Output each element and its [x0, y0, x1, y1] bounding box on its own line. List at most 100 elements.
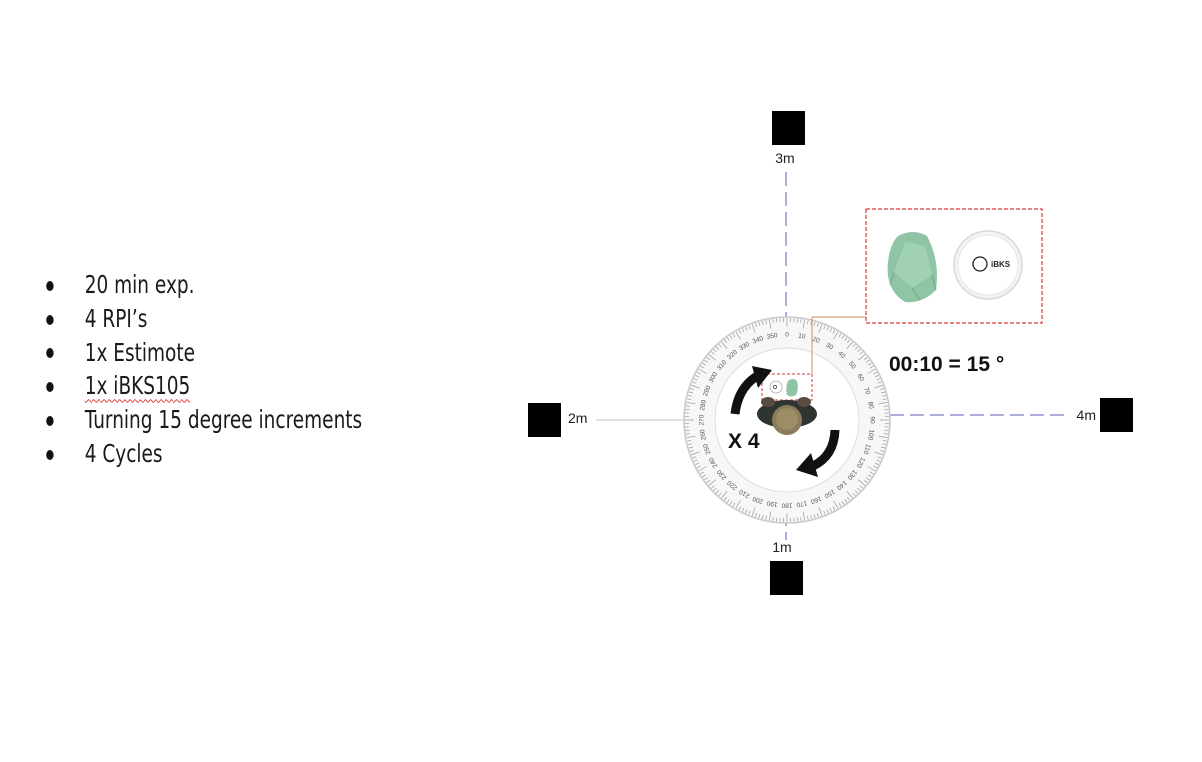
protractor-tick	[706, 480, 710, 484]
ibks-logo-text: iBKS	[991, 260, 1011, 269]
protractor-tick	[829, 507, 833, 512]
protractor-tick	[877, 381, 882, 384]
protractor-tick	[772, 318, 774, 324]
protractor-tick	[704, 359, 708, 363]
protractor-tick	[816, 513, 819, 518]
protractor-tick	[710, 351, 715, 355]
protractor-tick-label: 0	[785, 332, 789, 339]
protractor-tick	[768, 319, 772, 329]
protractor-tick	[772, 516, 774, 522]
protractor-tick-label: 240	[708, 456, 720, 469]
protractor-tick	[823, 510, 826, 515]
protractor-tick	[833, 500, 839, 509]
protractor-tick	[693, 459, 698, 462]
protractor-tick	[838, 502, 842, 507]
protractor-tick	[874, 374, 879, 378]
protractor-tick	[816, 322, 819, 327]
protractor-tick	[723, 339, 727, 343]
protractor-tick-label: 120	[854, 456, 866, 469]
protractor-tick	[761, 515, 764, 520]
protractor-tick	[738, 329, 742, 334]
bullet-item: 1x Estimote	[44, 336, 362, 370]
protractor-tick	[807, 515, 809, 520]
bullet-text: 4 RPI’s	[84, 303, 148, 333]
protractor-tick	[878, 435, 888, 439]
protractor-tick	[765, 515, 767, 520]
protractor-tick	[686, 435, 696, 439]
protractor-tick	[713, 348, 717, 353]
protractor-tick	[823, 325, 826, 330]
protractor-tick-label: 150	[823, 488, 836, 500]
protractor-tick	[841, 501, 845, 505]
protractor-tick	[866, 477, 870, 481]
protractor-tick	[735, 500, 741, 509]
protractor-tick	[882, 394, 887, 397]
bullet-item: 4 RPI’s	[44, 302, 362, 336]
protractor-tick-label: 190	[766, 499, 778, 508]
protractor-tick	[691, 384, 700, 389]
protractor-tick-label: 350	[766, 332, 778, 341]
protractor-tick-label: 330	[738, 341, 751, 353]
protractor-tick	[869, 471, 874, 475]
protractor-tick	[715, 490, 720, 494]
protractor-tick	[688, 446, 693, 449]
bullet-dot	[46, 416, 54, 427]
protractor-tick	[698, 368, 707, 374]
protractor-tick	[800, 318, 802, 324]
protractor-tick	[748, 325, 751, 330]
protractor-tick	[708, 479, 716, 486]
protractor-tick-label: 200	[751, 494, 764, 504]
protractor-tick	[867, 368, 876, 374]
protractor-tick	[847, 339, 851, 343]
protractor-tick-label: 90	[868, 416, 875, 424]
protractor-tick	[695, 462, 700, 466]
protractor-tick	[866, 359, 870, 363]
person-top-view-icon	[757, 397, 817, 435]
station-label-right: 4m	[1077, 407, 1096, 423]
protractor-tick	[813, 514, 816, 519]
protractor-tick-label: 210	[738, 487, 751, 499]
protractor-tick	[844, 499, 848, 503]
bullet-item: 1x iBKS105	[44, 369, 362, 403]
protractor-tick	[878, 401, 888, 405]
protractor-tick	[841, 335, 845, 339]
protractor-tick	[761, 320, 764, 325]
protractor-tick	[880, 449, 885, 452]
protractor-tick	[741, 328, 745, 333]
station-square-right	[1100, 398, 1133, 432]
protractor-tick	[846, 341, 853, 349]
protractor-tick	[695, 374, 700, 378]
protractor-tick	[858, 354, 866, 361]
protractor-tick-label: 170	[795, 499, 807, 508]
repeat-count-label: X 4	[728, 430, 760, 453]
station-label-left: 2m	[568, 410, 587, 426]
protractor-tick-label: 260	[699, 428, 708, 440]
rotation-arrow-clockwise-top-icon	[730, 366, 772, 415]
protractor-tick	[700, 471, 705, 475]
protractor-tick-label: 290	[702, 384, 712, 397]
protractor-tick	[715, 346, 720, 350]
protractor-tick-label: 110	[861, 443, 871, 455]
protractor-tick-label: 30	[825, 342, 835, 352]
protractor-tick	[857, 348, 861, 353]
protractor-tick	[708, 354, 716, 361]
protractor-tick	[881, 446, 886, 449]
protractor-tick	[838, 333, 842, 338]
protractor-tick	[858, 479, 866, 486]
protractor-tick	[854, 490, 859, 494]
station-label-bottom: 1m	[772, 539, 791, 555]
protractor-tick-label: 270	[699, 414, 706, 425]
protractor-tick	[877, 456, 882, 459]
protractor-tick	[868, 362, 872, 366]
bullet-text: 1x Estimote	[84, 337, 196, 367]
protractor-tick	[802, 511, 806, 521]
protractor-tick	[755, 322, 758, 327]
protractor-tick	[748, 510, 751, 515]
bullet-dot	[46, 348, 54, 359]
protractor-tick	[687, 443, 692, 446]
protractor-tick-label: 60	[856, 373, 866, 383]
bullet-text: 20 min exp.	[84, 270, 195, 299]
protractor-tick	[702, 474, 706, 478]
protractor-tick	[807, 320, 809, 325]
protractor-tick	[687, 398, 692, 400]
